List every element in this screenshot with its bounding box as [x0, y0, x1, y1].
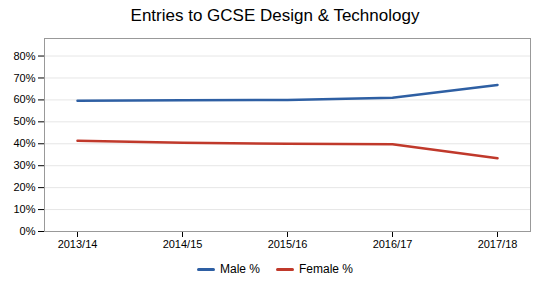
- svg-text:20%: 20%: [13, 181, 35, 193]
- svg-text:70%: 70%: [13, 71, 35, 83]
- svg-text:2017/18: 2017/18: [478, 238, 518, 250]
- svg-text:40%: 40%: [13, 137, 35, 149]
- svg-text:0%: 0%: [20, 225, 36, 237]
- svg-text:30%: 30%: [13, 159, 35, 171]
- svg-text:10%: 10%: [13, 203, 35, 215]
- html-text:Male %: Male %: [220, 262, 260, 276]
- svg-text:2014/15: 2014/15: [163, 238, 203, 250]
- svg-text:50%: 50%: [13, 115, 35, 127]
- svg-text:80%: 80%: [13, 50, 35, 62]
- html-text:Entries to GCSE Design & Techn: Entries to GCSE Design & Technology: [130, 6, 420, 25]
- html-text:Female %: Female %: [299, 262, 353, 276]
- svg-text:2016/17: 2016/17: [373, 238, 413, 250]
- svg-text:2013/14: 2013/14: [58, 238, 98, 250]
- svg-text:60%: 60%: [13, 93, 35, 105]
- svg-text:2015/16: 2015/16: [268, 238, 308, 250]
